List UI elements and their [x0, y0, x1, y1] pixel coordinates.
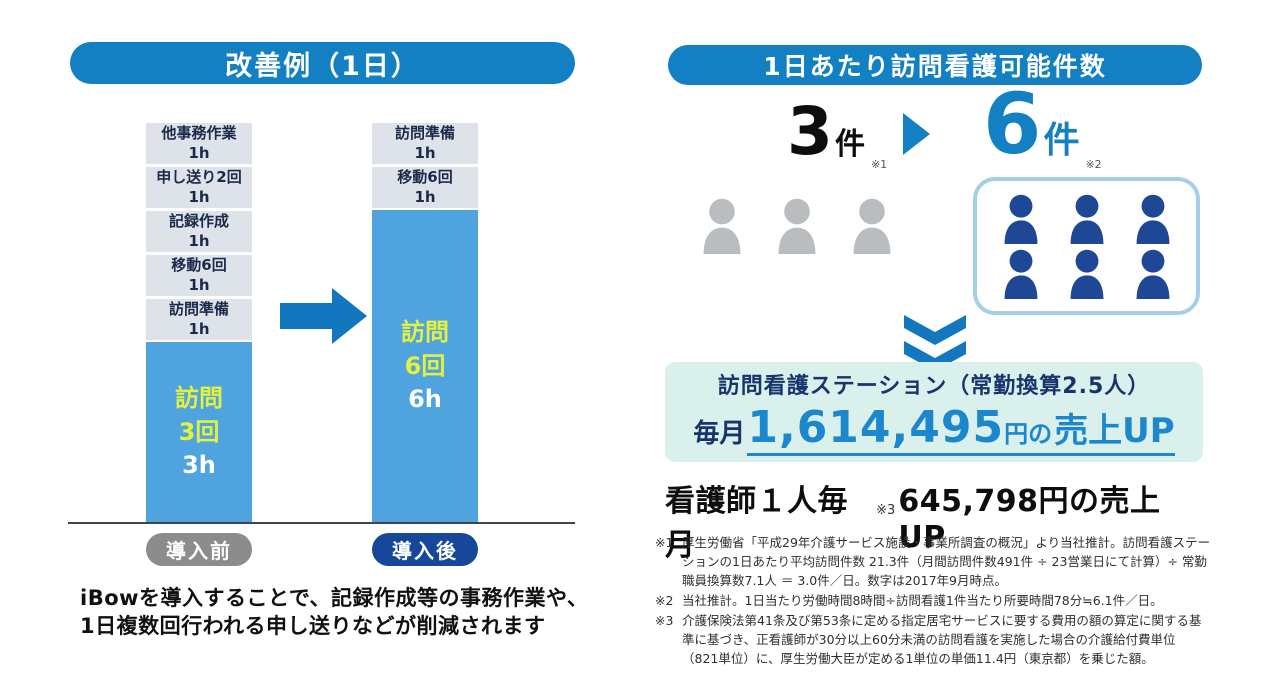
bar-segment: 他事務作業 1h: [146, 123, 252, 164]
nurse-amount: 645,798円の売上UP: [898, 484, 1161, 555]
caption-line-2: 1日複数回行われる申し送りなどが削減されます: [80, 614, 546, 639]
footnote-marker: ※1: [655, 535, 674, 550]
station-revenue-line: 毎月 1,614,495 円の 売上UP: [693, 402, 1175, 456]
person-icon: [1004, 194, 1037, 244]
right-panel-title: 1日あたり訪問看護可能件数: [668, 45, 1202, 85]
person-icon: [1136, 194, 1169, 244]
person-icon: [1070, 249, 1103, 299]
left-panel-title: 改善例（1日）: [70, 42, 575, 84]
footnote-ref: ※1: [870, 157, 888, 171]
arrow-triangle-icon: [903, 113, 930, 155]
nurse-prefix: 看護師１人毎月: [665, 484, 848, 563]
segment-hours: 1h: [414, 143, 436, 162]
arrow-right-icon: [280, 287, 368, 349]
revenue-amount: 1,614,495: [747, 402, 1005, 453]
person-icon: [778, 198, 816, 254]
person-icon: [703, 198, 741, 254]
count-unit: 件: [1043, 120, 1080, 162]
bar-segment: 申し送り2回 1h: [146, 167, 252, 208]
count-number: 6: [983, 75, 1042, 173]
footnote-text: 厚生労働省「平成29年介護サービス施設・事業所調査の概況」より当社推計。訪問看護…: [682, 535, 1211, 588]
revenue-underlined: 1,614,495 円の 売上UP: [747, 402, 1175, 456]
segment-hours: 1h: [188, 275, 210, 294]
footnote-ref: ※2: [1085, 158, 1102, 172]
segment-hours: 1h: [188, 187, 210, 206]
revenue-prefix: 毎月: [693, 419, 746, 449]
before-label-pill: 導入前: [146, 533, 252, 566]
revenue-up: 売上UP: [1054, 411, 1175, 451]
segment-name: 記録作成: [168, 212, 229, 230]
revenue-yen: 円の: [1004, 420, 1053, 448]
segment-name: 訪問準備: [394, 124, 455, 142]
blue-people-box: [973, 177, 1200, 315]
stacked-bar-before: 他事務作業 1h 申し送り2回 1h 記録作成 1h 移動6回 1h 訪問準備 …: [146, 123, 252, 523]
visit-hours: 3h: [182, 451, 216, 480]
person-icon: [1070, 194, 1103, 244]
count-unit: 件: [834, 126, 865, 162]
bar-segment: 訪問準備 1h: [372, 123, 478, 164]
stacked-bar-after: 訪問準備 1h 移動6回 1h 訪問 6回 6h: [372, 123, 478, 523]
segment-hours: 1h: [188, 231, 210, 250]
segment-name: 申し送り2回: [156, 168, 242, 186]
nurse-revenue-line: 看護師１人毎月 ※3 645,798円の売上UP: [665, 476, 1203, 564]
visit-label: 訪問: [401, 318, 449, 347]
segment-name: 移動6回: [171, 256, 227, 274]
visit-count-before: 3 件 ※1: [787, 93, 887, 171]
chart-baseline: [68, 522, 575, 524]
footnote-marker: ※2: [655, 593, 674, 608]
footnote-ref: ※3: [876, 503, 896, 518]
visit-count: 6回: [404, 351, 446, 380]
caption-line-1: iBowを導入することで、記録作成等の事務作業や、: [80, 586, 589, 610]
visit-count: 3回: [178, 417, 220, 446]
footnote-marker: ※3: [655, 613, 674, 628]
bar-segment: 記録作成 1h: [146, 211, 252, 252]
segment-name: 他事務作業: [161, 124, 237, 142]
segment-name: 移動6回: [397, 168, 453, 186]
count-number: 3: [787, 93, 833, 170]
bar-segment-visit: 訪問 3回 3h: [146, 342, 252, 523]
visit-hours: 6h: [408, 385, 442, 414]
bar-segment: 移動6回 1h: [372, 167, 478, 208]
footnote-1: ※1 厚生労働省「平成29年介護サービス施設・事業所調査の概況」より当社推計。訪…: [655, 533, 1211, 590]
gray-people-group: [698, 198, 896, 254]
footnote-text: 当社推計。1日当たり労働時間8時間÷訪問看護1件当たり所要時間78分≒6.1件／…: [682, 593, 1163, 608]
after-label-pill: 導入後: [372, 533, 478, 566]
person-icon: [1136, 249, 1169, 299]
station-revenue-box: 訪問看護ステーション（常勤換算2.5人） 毎月 1,614,495 円の 売上U…: [665, 362, 1203, 462]
segment-hours: 1h: [414, 187, 436, 206]
visit-count-after: 6 件 ※2: [983, 75, 1102, 173]
segment-hours: 1h: [188, 143, 210, 162]
station-title: 訪問看護ステーション（常勤換算2.5人）: [717, 374, 1151, 399]
bar-segment: 移動6回 1h: [146, 255, 252, 296]
segment-hours: 1h: [188, 319, 210, 338]
person-icon: [853, 198, 891, 254]
visit-label: 訪問: [175, 384, 223, 413]
segment-name: 訪問準備: [168, 300, 229, 318]
footnote-text: 介護保険法第41条及び第53条に定める指定居宅サービスに要する費用の額の算定に関…: [682, 613, 1202, 666]
left-panel-caption: iBowを導入することで、記録作成等の事務作業や、 1日複数回行われる申し送りな…: [80, 584, 588, 641]
footnote-3: ※3 介護保険法第41条及び第53条に定める指定居宅サービスに要する費用の額の算…: [655, 611, 1211, 668]
footnote-2: ※2 当社推計。1日当たり労働時間8時間÷訪問看護1件当たり所要時間78分≒6.…: [655, 591, 1211, 610]
bar-segment: 訪問準備 1h: [146, 299, 252, 340]
person-icon: [1004, 249, 1037, 299]
bar-segment-visit: 訪問 6回 6h: [372, 210, 478, 523]
footnotes: ※1 厚生労働省「平成29年介護サービス施設・事業所調査の概況」より当社推計。訪…: [655, 533, 1211, 669]
